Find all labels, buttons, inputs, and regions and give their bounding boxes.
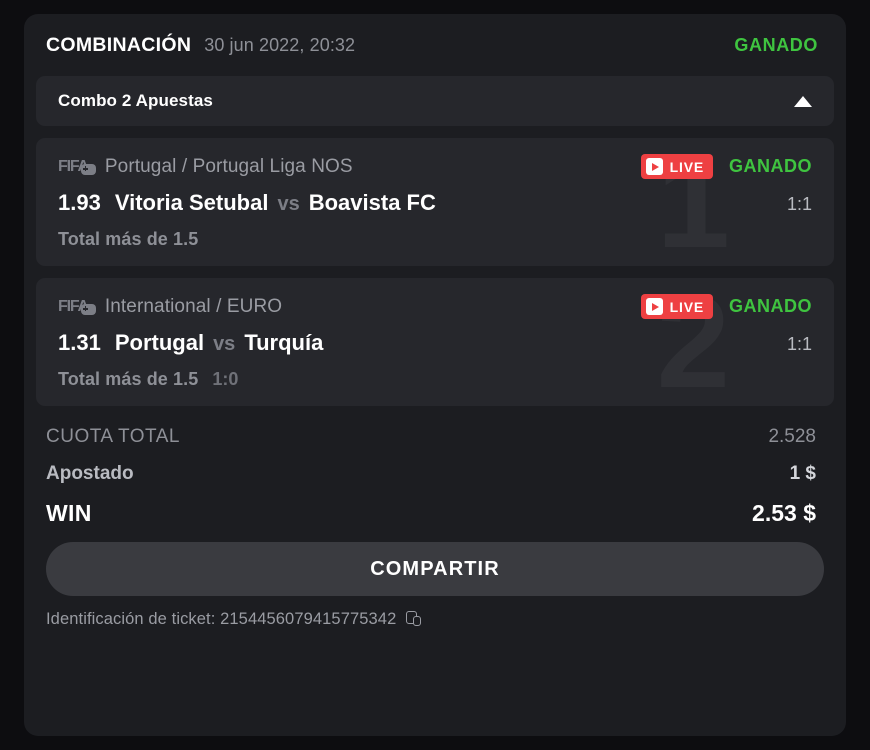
home-team: Vitoria Setubal (114, 190, 269, 215)
stake-label: Apostado (46, 463, 134, 484)
share-button[interactable]: COMPARTIR (46, 542, 824, 596)
bet-league: International / EURO (104, 295, 283, 317)
bet-status-badge: GANADO (729, 296, 812, 316)
bet-header: FIFA International / EURO LIVE GANADO (58, 294, 812, 319)
chevron-up-icon[interactable] (794, 95, 812, 107)
bet-match-line: 1.93 Vitoria Setubal vs Boavista FC 1:1 (58, 190, 812, 216)
ticket-date: 30 jun 2022, 20:32 (204, 34, 356, 55)
combo-toggle-bar[interactable]: Combo 2 Apuestas (36, 76, 834, 126)
match-score: 1:1 (786, 194, 812, 214)
win-row: WIN 2.53 $ (46, 500, 816, 527)
fifa-gamepad-icon: FIFA (58, 157, 96, 177)
bet-header: FIFA Portugal / Portugal Liga NOS LIVE G… (58, 154, 812, 179)
match-score: 1:1 (786, 334, 812, 354)
stake-row: Apostado 1 $ (46, 463, 816, 485)
bet-list: 1 FIFA Portugal / Portugal Liga NOS LIVE… (24, 126, 846, 406)
away-team: Turquía (244, 330, 324, 355)
home-team: Portugal (114, 330, 205, 355)
bet-market-line: Total más de 1.5 1:0 (58, 369, 812, 390)
play-icon (645, 158, 663, 175)
bet-market-score: 1:0 (212, 369, 239, 389)
bet-market-line: Total más de 1.5 (58, 229, 812, 250)
fifa-gamepad-icon: FIFA (58, 297, 96, 317)
stake-value: 1 $ (789, 463, 816, 484)
bet-market: Total más de 1.5 (58, 369, 199, 389)
ticket-id-label: Identificación de ticket: 21544560794157… (46, 610, 397, 628)
bet-ticket-card: COMBINACIÓN 30 jun 2022, 20:32 GANADO Co… (24, 14, 846, 736)
bet-row[interactable]: 1 FIFA Portugal / Portugal Liga NOS LIVE… (36, 138, 834, 266)
total-odds-row: CUOTA TOTAL 2.528 (46, 426, 816, 448)
bet-status-badge: GANADO (729, 156, 812, 176)
bet-odds: 1.93 (58, 190, 101, 215)
totals-summary: CUOTA TOTAL 2.528 Apostado 1 $ WIN 2.53 … (24, 418, 846, 527)
away-team: Boavista FC (308, 190, 436, 215)
bet-market: Total más de 1.5 (58, 229, 199, 249)
bet-row[interactable]: 2 FIFA International / EURO LIVE GANADO … (36, 278, 834, 406)
total-odds-label: CUOTA TOTAL (46, 426, 180, 447)
win-label: WIN (46, 500, 92, 526)
bet-odds: 1.31 (58, 330, 101, 355)
ticket-type-title: COMBINACIÓN (46, 33, 192, 56)
play-icon (645, 298, 663, 315)
live-badge: LIVE (640, 294, 713, 319)
ticket-status-badge: GANADO (734, 34, 818, 55)
total-odds-value: 2.528 (768, 426, 816, 447)
ticket-id-row: Identificación de ticket: 21544560794157… (24, 596, 846, 629)
win-value: 2.53 $ (752, 500, 816, 526)
vs-separator: vs (277, 193, 300, 215)
bet-league: Portugal / Portugal Liga NOS (104, 155, 353, 177)
live-badge: LIVE (640, 154, 713, 179)
live-label: LIVE (669, 158, 704, 175)
bet-match-line: 1.31 Portugal vs Turquía 1:1 (58, 330, 812, 356)
vs-separator: vs (213, 333, 236, 355)
copy-icon[interactable] (406, 611, 423, 628)
live-label: LIVE (669, 298, 704, 315)
ticket-header: COMBINACIÓN 30 jun 2022, 20:32 GANADO (24, 14, 846, 76)
combo-label: Combo 2 Apuestas (58, 91, 213, 110)
